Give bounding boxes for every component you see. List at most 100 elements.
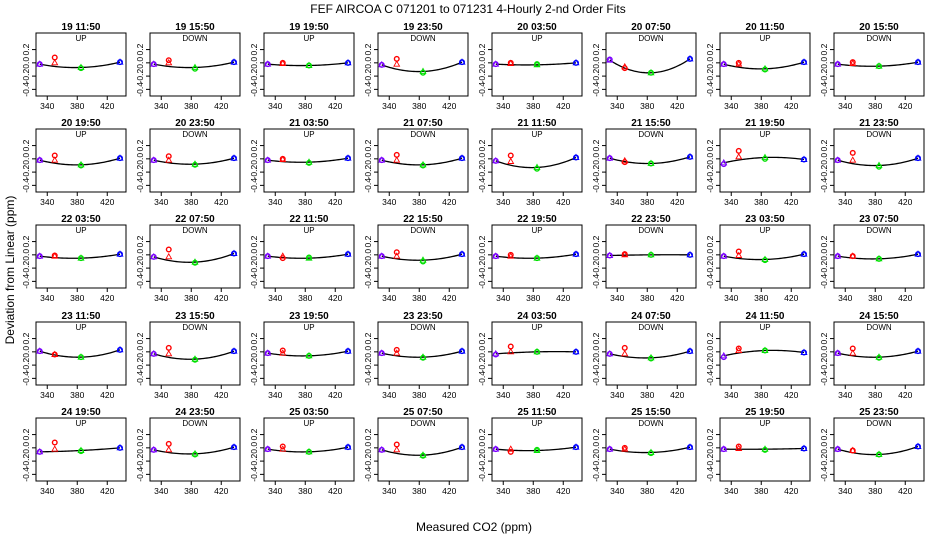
y-tick-label: -0.2 (21, 454, 31, 469)
data-point (849, 345, 856, 352)
y-tick-label: -0.2 (819, 69, 829, 84)
data-point (915, 348, 922, 355)
panel-title: 23 23:50 (403, 311, 443, 322)
y-tick-label: -0.4 (135, 82, 145, 97)
data-point (51, 439, 58, 446)
panel-direction-label: DOWN (410, 130, 436, 139)
y-axis-label: Deviation from Linear (ppm) (3, 196, 17, 345)
y-tick-label: 0.0 (819, 249, 829, 261)
y-tick-label: -0.2 (249, 261, 259, 276)
panel-frame (605, 224, 697, 289)
panel-frame (377, 321, 469, 386)
y-tick-label: 0.0 (705, 346, 715, 358)
data-point (51, 351, 58, 358)
panel-direction-label: UP (759, 419, 770, 428)
data-point (279, 255, 286, 262)
fit-point (849, 59, 857, 66)
data-point (720, 61, 727, 68)
data-point (735, 147, 742, 154)
panel-direction-label: DOWN (866, 34, 892, 43)
y-tick-label: 0.0 (477, 57, 487, 69)
y-tick-label: -0.4 (477, 82, 487, 97)
y-tick-label: -0.2 (591, 454, 601, 469)
data-point (876, 163, 883, 170)
y-tick-label: 0.2 (819, 235, 829, 247)
y-tick-label: 0.0 (477, 249, 487, 261)
fit-curve (723, 253, 805, 261)
y-tick-label: 0.0 (135, 153, 145, 165)
panel-title: 20 07:50 (631, 22, 671, 33)
y-tick-label: -0.2 (363, 261, 373, 276)
x-tick-label: 340 (382, 293, 396, 303)
y-tick-label: -0.2 (705, 454, 715, 469)
panel-direction-label: DOWN (182, 130, 208, 139)
panel-frame (377, 128, 469, 193)
x-tick-label: 380 (70, 390, 84, 400)
y-tick-label: 0.0 (591, 346, 601, 358)
data-point (735, 345, 742, 352)
data-point (165, 246, 172, 253)
x-tick-label: 420 (784, 486, 798, 496)
fit-point (507, 252, 515, 259)
x-tick-label: 380 (184, 101, 198, 111)
x-tick-label: 340 (268, 197, 282, 207)
panel-title: 19 23:50 (403, 22, 443, 33)
x-tick-label: 380 (526, 293, 540, 303)
data-point (801, 445, 808, 452)
data-point (534, 165, 541, 172)
panel-title: 20 15:50 (859, 22, 899, 33)
panel-title: 19 19:50 (289, 22, 329, 33)
panel-direction-label: UP (759, 323, 770, 332)
panel-frame (263, 224, 355, 289)
x-tick-label: 380 (868, 486, 882, 496)
fit-curve (153, 252, 235, 263)
data-point (534, 446, 541, 453)
y-tick-label: 0.2 (135, 139, 145, 151)
data-point (150, 157, 157, 164)
data-point (801, 156, 808, 163)
y-tick-label: 0.2 (705, 428, 715, 440)
y-tick-label: -0.4 (21, 178, 31, 193)
y-tick-label: 0.2 (705, 235, 715, 247)
fit-curve (39, 61, 121, 69)
panel-title: 22 03:50 (61, 214, 101, 225)
y-tick-label: -0.2 (135, 69, 145, 84)
x-tick-label: 420 (214, 197, 228, 207)
panel-frame (491, 321, 583, 386)
data-point (849, 447, 856, 454)
x-tick-label: 380 (526, 101, 540, 111)
data-point (573, 59, 580, 66)
fit-point (621, 349, 629, 357)
data-point (393, 346, 400, 353)
fit-point (51, 445, 59, 452)
x-tick-label: 380 (754, 486, 768, 496)
data-point (573, 444, 580, 451)
x-tick-label: 380 (526, 197, 540, 207)
data-point (459, 155, 466, 162)
data-point (165, 344, 172, 351)
data-point (648, 355, 655, 362)
fit-point (507, 347, 515, 355)
data-point (420, 69, 427, 76)
panel-direction-label: DOWN (410, 34, 436, 43)
x-tick-label: 420 (784, 293, 798, 303)
y-tick-label: -0.2 (705, 165, 715, 180)
panel-title: 22 15:50 (403, 214, 443, 225)
x-tick-label: 380 (412, 293, 426, 303)
y-tick-label: -0.2 (591, 165, 601, 180)
fit-point (735, 60, 743, 67)
data-point (230, 59, 237, 66)
data-point (230, 250, 237, 257)
y-tick-label: -0.4 (363, 274, 373, 289)
x-tick-label: 420 (100, 197, 114, 207)
fit-point (735, 251, 743, 258)
y-tick-label: -0.2 (705, 261, 715, 276)
y-tick-label: -0.4 (705, 467, 715, 482)
x-tick-label: 340 (40, 293, 54, 303)
y-tick-label: 0.2 (591, 332, 601, 344)
x-tick-label: 420 (556, 486, 570, 496)
x-tick-label: 380 (298, 293, 312, 303)
x-tick-label: 420 (328, 390, 342, 400)
x-tick-label: 380 (526, 390, 540, 400)
